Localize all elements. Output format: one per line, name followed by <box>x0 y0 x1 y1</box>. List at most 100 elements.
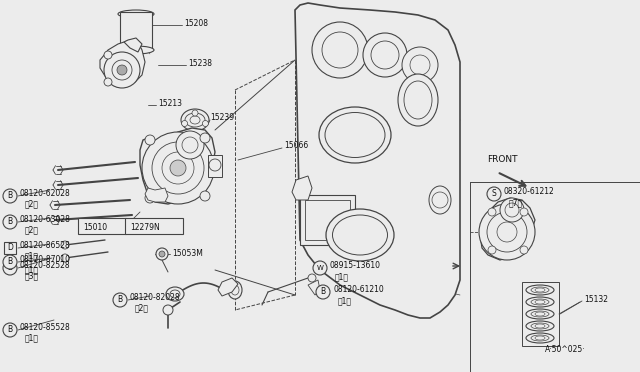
Text: （2）: （2） <box>135 304 149 312</box>
Circle shape <box>488 246 496 254</box>
Text: 15208: 15208 <box>184 19 208 28</box>
Text: 08120-86528: 08120-86528 <box>20 241 71 250</box>
Text: 08120-82028: 08120-82028 <box>130 292 180 301</box>
Text: （1）: （1） <box>335 273 349 282</box>
Ellipse shape <box>398 74 438 126</box>
Text: 08120-63028: 08120-63028 <box>20 215 71 224</box>
Text: S: S <box>492 189 497 199</box>
Circle shape <box>312 22 368 78</box>
Text: A·50^025·: A·50^025· <box>545 346 586 355</box>
Circle shape <box>61 254 69 262</box>
Ellipse shape <box>526 285 554 295</box>
Circle shape <box>61 241 69 249</box>
Text: （3）: （3） <box>25 272 39 280</box>
Circle shape <box>520 246 528 254</box>
Ellipse shape <box>526 321 554 331</box>
Circle shape <box>142 132 214 204</box>
Text: （1）: （1） <box>338 296 352 305</box>
Circle shape <box>316 285 330 299</box>
Circle shape <box>500 198 524 222</box>
Circle shape <box>145 135 155 145</box>
Text: B: B <box>8 257 13 266</box>
Polygon shape <box>100 40 145 84</box>
Text: （2）: （2） <box>25 199 39 208</box>
Circle shape <box>3 261 17 275</box>
Circle shape <box>3 255 17 269</box>
Circle shape <box>487 187 501 201</box>
Ellipse shape <box>118 10 154 18</box>
Polygon shape <box>308 280 320 295</box>
Circle shape <box>200 191 210 201</box>
Ellipse shape <box>166 287 184 301</box>
Text: 08120-62028: 08120-62028 <box>20 189 71 198</box>
Circle shape <box>104 51 112 59</box>
Ellipse shape <box>319 107 391 163</box>
Bar <box>125 218 183 234</box>
Text: 15239: 15239 <box>210 113 234 122</box>
Polygon shape <box>480 198 535 260</box>
Text: （1）: （1） <box>25 266 39 275</box>
Circle shape <box>112 60 132 80</box>
Ellipse shape <box>526 309 554 319</box>
Bar <box>522 282 559 346</box>
Circle shape <box>200 133 210 143</box>
Text: （1）: （1） <box>25 251 39 260</box>
Ellipse shape <box>118 46 154 54</box>
Circle shape <box>313 261 327 275</box>
Circle shape <box>113 293 127 307</box>
Ellipse shape <box>429 186 451 214</box>
Text: （7）: （7） <box>509 199 523 208</box>
Circle shape <box>145 193 155 203</box>
Polygon shape <box>145 188 168 202</box>
Text: B: B <box>8 263 13 273</box>
Ellipse shape <box>228 281 242 299</box>
Circle shape <box>3 189 17 203</box>
Text: 12279N: 12279N <box>130 224 160 232</box>
Circle shape <box>159 251 165 257</box>
Circle shape <box>3 215 17 229</box>
Polygon shape <box>295 3 460 318</box>
Circle shape <box>209 159 221 171</box>
Bar <box>78 218 126 234</box>
Bar <box>208 155 222 177</box>
Polygon shape <box>124 38 142 52</box>
Circle shape <box>402 47 438 83</box>
Text: W: W <box>317 265 323 271</box>
Ellipse shape <box>526 333 554 343</box>
Text: FRONT: FRONT <box>487 155 518 164</box>
Bar <box>305 200 350 240</box>
Text: D: D <box>7 244 13 253</box>
Text: B: B <box>8 326 13 334</box>
Circle shape <box>363 33 407 77</box>
Text: 15238: 15238 <box>188 58 212 67</box>
Text: 15213: 15213 <box>158 99 182 108</box>
Circle shape <box>117 65 127 75</box>
Bar <box>300 195 355 245</box>
Text: 15066: 15066 <box>284 141 308 151</box>
Circle shape <box>104 52 140 88</box>
Bar <box>4 242 16 254</box>
Circle shape <box>182 121 188 126</box>
Circle shape <box>176 131 204 159</box>
Ellipse shape <box>326 209 394 261</box>
Text: B: B <box>8 218 13 227</box>
Polygon shape <box>218 278 238 296</box>
Circle shape <box>192 110 198 116</box>
Text: 08320-61212: 08320-61212 <box>504 186 555 196</box>
Circle shape <box>3 323 17 337</box>
Circle shape <box>479 204 535 260</box>
Circle shape <box>202 121 209 126</box>
Text: 15053M: 15053M <box>172 250 203 259</box>
Circle shape <box>488 208 496 216</box>
Text: 08170-87010: 08170-87010 <box>20 254 71 263</box>
Polygon shape <box>292 176 312 200</box>
Text: 08915-13610: 08915-13610 <box>330 260 381 269</box>
Text: 08120-61210: 08120-61210 <box>333 285 384 294</box>
Circle shape <box>520 208 528 216</box>
Text: B: B <box>117 295 123 305</box>
Bar <box>120 12 152 50</box>
Ellipse shape <box>526 297 554 307</box>
Text: （2）: （2） <box>25 225 39 234</box>
Text: 08120-82528: 08120-82528 <box>20 260 70 269</box>
Circle shape <box>156 248 168 260</box>
